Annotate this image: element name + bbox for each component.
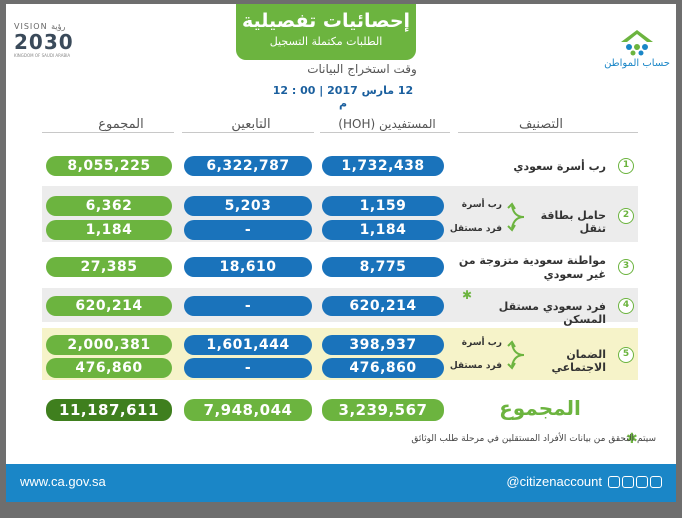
row-2b-dependents: - <box>184 220 312 240</box>
total-dependents: 7,948,044 <box>184 399 312 421</box>
citizen-account-name: حساب المواطن <box>604 58 670 69</box>
divider <box>320 132 450 133</box>
infographic-card: VISION رؤية 2030 KINGDOM OF SAUDI ARABIA… <box>6 4 676 502</box>
row-1-number: 1 <box>618 158 634 174</box>
row-5-number: 5 <box>618 347 634 363</box>
row-2a-dependents: 5,203 <box>184 196 312 216</box>
branch-arrow-icon <box>507 202 525 232</box>
row-1-dependents: 6,322,787 <box>184 156 312 176</box>
row-3-total: 27,385 <box>46 257 172 277</box>
row-1-label: رب أسرة سعودي <box>513 160 606 173</box>
row-3-dependents: 18,610 <box>184 257 312 277</box>
total-label: المجموع <box>499 396 581 420</box>
divider <box>458 132 638 133</box>
row-1-total: 8,055,225 <box>46 156 172 176</box>
row-4-label: فرد سعودي مستقل المسكن <box>498 300 606 326</box>
branch-arrow-icon <box>507 340 525 370</box>
row-5-sub-b: فرد مستقل <box>449 361 502 371</box>
header-category: التصنيف <box>518 117 564 132</box>
social-icons <box>608 475 662 488</box>
asterisk-icon: ✱ <box>462 288 473 302</box>
row-4-total: 620,214 <box>46 296 172 316</box>
total-beneficiaries: 3,239,567 <box>322 399 444 421</box>
website-url[interactable]: www.ca.gov.sa <box>20 474 106 489</box>
row-5-label: الضمان الاجتماعي <box>551 348 606 374</box>
row-5b-beneficiaries: 476,860 <box>322 358 444 378</box>
vision-subtext: KINGDOM OF SAUDI ARABIA <box>14 53 71 58</box>
note-asterisk-icon: ✱ <box>626 431 638 447</box>
header-dependents: التابعين <box>231 117 271 132</box>
grand-total: 11,187,611 <box>46 399 172 421</box>
row-3-beneficiaries: 8,775 <box>322 257 444 277</box>
row-2-label: حامل بطاقة تنقل <box>540 209 606 235</box>
page-subtitle: الطلبات مكتملة التسجيل <box>269 35 383 48</box>
citizen-account-logo: حساب المواطن <box>602 28 672 78</box>
row-4-dependents: - <box>184 296 312 316</box>
row-5-sub-a: رب أسرة <box>461 338 502 348</box>
citizen-account-icon <box>621 30 653 56</box>
row-3-number: 3 <box>618 259 634 275</box>
row-2a-total: 6,362 <box>46 196 172 216</box>
row-3-label: مواطنة سعودية متزوجة من غير سعودي <box>458 254 606 281</box>
extraction-time-label: وقت استخراج البيانات <box>307 62 417 76</box>
row-5a-beneficiaries: 398,937 <box>322 335 444 355</box>
row-2b-total: 1,184 <box>46 220 172 240</box>
page-title: إحصائيات تفصيلية <box>241 10 411 32</box>
row-2b-beneficiaries: 1,184 <box>322 220 444 240</box>
divider <box>182 132 314 133</box>
instagram-icon <box>622 475 634 488</box>
row-2-sub-a: رب أسرة <box>461 200 502 210</box>
extraction-time-value: 12 مارس 2017 | 00 : 12 م <box>272 84 414 110</box>
row-1-beneficiaries: 1,732,438 <box>322 156 444 176</box>
vision-text: VISION رؤية <box>14 22 66 31</box>
title-banner: إحصائيات تفصيلية الطلبات مكتملة التسجيل <box>236 4 416 60</box>
row-5b-dependents: - <box>184 358 312 378</box>
vision-year: 2030 <box>14 30 74 54</box>
header-total: المجموع <box>98 117 144 132</box>
row-2a-beneficiaries: 1,159 <box>322 196 444 216</box>
footnote: سيتم التحقق من بيانات الأفراد المستقلين … <box>411 434 656 444</box>
row-5a-dependents: 1,601,444 <box>184 335 312 355</box>
header-beneficiaries: المستفيدين (HOH) <box>338 117 436 131</box>
row-4-beneficiaries: 620,214 <box>322 296 444 316</box>
row-4-number: 4 <box>618 298 634 314</box>
vision-2030-logo: VISION رؤية 2030 KINGDOM OF SAUDI ARABIA <box>14 22 86 76</box>
row-2-sub-b: فرد مستقل <box>449 224 502 234</box>
divider <box>42 132 174 133</box>
social-handle-text: @citizenaccount <box>506 474 602 489</box>
social-handle[interactable]: @citizenaccount <box>506 474 662 489</box>
youtube-icon <box>636 475 648 488</box>
row-5a-total: 2,000,381 <box>46 335 172 355</box>
snapchat-icon <box>650 475 662 488</box>
footer-bar: www.ca.gov.sa @citizenaccount <box>6 464 676 502</box>
twitter-icon <box>608 475 620 488</box>
row-2-number: 2 <box>618 208 634 224</box>
row-5b-total: 476,860 <box>46 358 172 378</box>
